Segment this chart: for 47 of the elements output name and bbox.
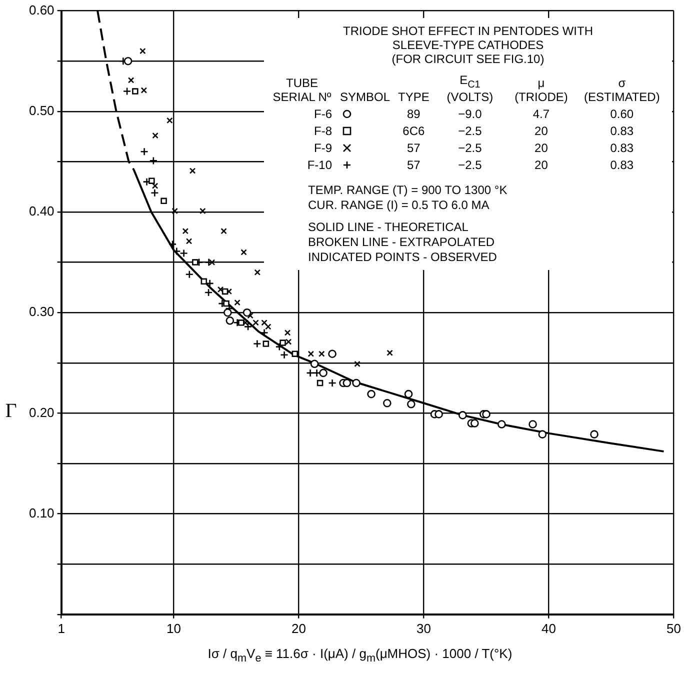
x-tick-label: 40 — [542, 620, 556, 636]
x-tick-label: 30 — [416, 620, 432, 636]
legend-label: F-9 — [313, 140, 333, 156]
annotation: SYMBOL — [339, 89, 392, 106]
annotation: −2.5 — [457, 123, 483, 140]
x-tick-label: 20 — [292, 620, 306, 636]
y-axis-title: Γ — [4, 400, 18, 423]
annotation: 6C6 — [402, 123, 426, 140]
y-tick-label: 0.50 — [28, 102, 54, 118]
x-tick-label: 10 — [166, 620, 182, 636]
y-tick-label: 0.60 — [28, 2, 54, 18]
annotation: BROKEN LINE - EXTRAPOLATED — [308, 234, 496, 249]
annotation: E$_{C1}$ (VOLTS) — [446, 72, 494, 106]
annotation: μ (TRIODE) — [514, 75, 569, 106]
annotation: 57 — [406, 140, 422, 156]
annotation: CUR. RANGE (I) = 0.5 TO 6.0 MA — [308, 198, 490, 212]
annotation: 20 — [534, 140, 549, 156]
y-tick-label: 0.40 — [28, 204, 54, 219]
annotation: TEMP. RANGE (T) = 900 TO 1300 °K — [308, 182, 508, 197]
x-axis-title: Iσ / q$_{m}$V$_{e}$ ≡ 11.6σ · I(μA) / g$_{m}$(μMHOS) · 1000 / T(°K) — [206, 646, 514, 665]
legend-label: F-8 — [313, 123, 333, 140]
annotation: 89 — [406, 106, 422, 122]
annotation: 0.83 — [609, 140, 635, 156]
annotation: TYPE — [397, 89, 430, 106]
annotation: −9.0 — [457, 106, 483, 122]
text: (FOR CIRCUIT SEE FIG.10) — [390, 52, 546, 66]
y-tick-label: 0.30 — [28, 304, 54, 320]
legend-label: F-10 — [306, 156, 333, 173]
annotation: INDICATED POINTS - OBSERVED — [308, 250, 498, 264]
annotation: −2.5 — [457, 156, 483, 173]
annotation: σ (ESTIMATED) — [583, 75, 661, 106]
annotation: 20 — [534, 156, 549, 173]
annotation: 57 — [406, 156, 422, 173]
annotation: SOLID LINE - THEORETICAL — [308, 220, 470, 234]
annotation: −2.5 — [457, 140, 483, 156]
x-tick-label: 1 — [58, 620, 65, 636]
y-tick-label: 0.20 — [28, 404, 54, 420]
y-tick-label: 0.10 — [28, 505, 54, 520]
annotation: 20 — [534, 123, 549, 140]
annotation: 4.7 — [532, 106, 551, 122]
x-tick-label: 50 — [666, 620, 682, 636]
text: TRIODE SHOT EFFECT IN PENTODES WITH SLEEVE-TYPE CATHODES — [342, 24, 594, 52]
legend-label: F-6 — [313, 106, 333, 122]
annotation: TUBE SERIAL Nº — [272, 75, 332, 106]
annotation: 0.83 — [609, 123, 635, 140]
annotation: 0.83 — [609, 156, 635, 173]
annotation: 0.60 — [609, 106, 635, 122]
